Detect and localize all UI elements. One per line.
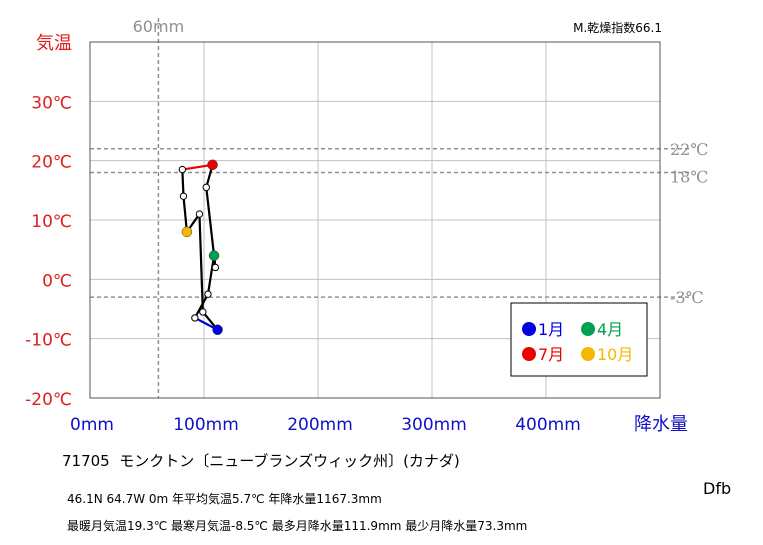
- plot-area-frame: [89, 41, 661, 399]
- month-point-6: [202, 183, 210, 192]
- segment-mar-apr: [206, 254, 216, 296]
- month-point-7: [207, 159, 218, 171]
- legend-marker-7: [522, 347, 536, 361]
- month-point-9: [179, 192, 188, 200]
- reference-label-temp: -3℃: [670, 288, 703, 307]
- x-tick-label: 200mm: [287, 415, 353, 435]
- month-points: [178, 159, 223, 336]
- station-title: 71705 モンクトン〔ニューブランズウィック州〕(カナダ): [62, 450, 460, 471]
- segment-feb-mar: [193, 293, 210, 319]
- y-tick-label: 0℃: [42, 271, 72, 291]
- reference-label-temp: 22℃: [670, 140, 708, 159]
- station-name: モンクトン〔ニューブランズウィック州〕(カナダ): [119, 452, 460, 470]
- x-tick-label: 400mm: [515, 415, 581, 435]
- legend-marker-4: [581, 322, 595, 336]
- legend-label-4: 4月: [597, 320, 623, 339]
- month-point-8: [178, 165, 187, 174]
- y-tick-label: -10℃: [25, 331, 72, 351]
- segment-nov-dec: [198, 212, 204, 314]
- koppen-class: Dfb: [703, 479, 732, 498]
- y-tick-label: 20℃: [31, 153, 72, 173]
- x-tick-label: 0mm: [70, 415, 114, 435]
- legend-marker-10: [581, 347, 595, 361]
- legend-marker-1: [522, 322, 536, 336]
- month-point-2: [191, 314, 199, 322]
- legend: 1月 4月 7月 10月: [510, 302, 648, 377]
- axis-labels: -20℃ -10℃ 0℃ 10℃ 20℃ 30℃ 気温 0mm 100mm 200mm 300mm 4…: [25, 20, 688, 435]
- y-tick-label: 10℃: [31, 212, 72, 232]
- segment-sep-oct: [182, 195, 188, 233]
- y-tick-label: -20℃: [25, 390, 72, 410]
- legend-label-10: 10月: [597, 345, 633, 364]
- dryness-index: M.乾燥指数66.1: [573, 20, 662, 35]
- segment-aug-sep: [181, 168, 185, 198]
- stats-line-1: 46.1N 64.7W 0m 年平均気温5.7℃ 年降水量1167.3mm: [67, 492, 382, 506]
- month-point-11: [195, 210, 204, 218]
- month-point-3: [204, 290, 212, 298]
- reference-label-temp: 18℃: [670, 168, 708, 187]
- reference-label-60mm: 60mm: [133, 17, 185, 36]
- legend-label-1: 1月: [538, 320, 564, 339]
- x-tick-label: 300mm: [401, 415, 467, 435]
- x-tick-label: 100mm: [173, 415, 239, 435]
- x-axis-title: 降水量: [634, 414, 688, 435]
- station-code: 71705: [62, 452, 110, 470]
- month-point-12: [199, 308, 207, 316]
- climate-line: [181, 163, 219, 331]
- y-tick-label: 30℃: [31, 93, 72, 113]
- stats-line-2: 最暖月気温19.3℃ 最寒月気温-8.5℃ 最多月降水量111.9mm 最少月降…: [67, 519, 528, 533]
- reference-lines: 60mm 22℃ 18℃ -3℃: [90, 17, 708, 398]
- month-point-10: [181, 226, 193, 238]
- month-point-4: [208, 250, 220, 261]
- y-axis-title: 気温: [36, 33, 72, 54]
- month-point-5: [211, 263, 220, 272]
- month-point-1: [212, 324, 223, 336]
- legend-label-7: 7月: [538, 345, 564, 364]
- legend-box: [510, 302, 648, 377]
